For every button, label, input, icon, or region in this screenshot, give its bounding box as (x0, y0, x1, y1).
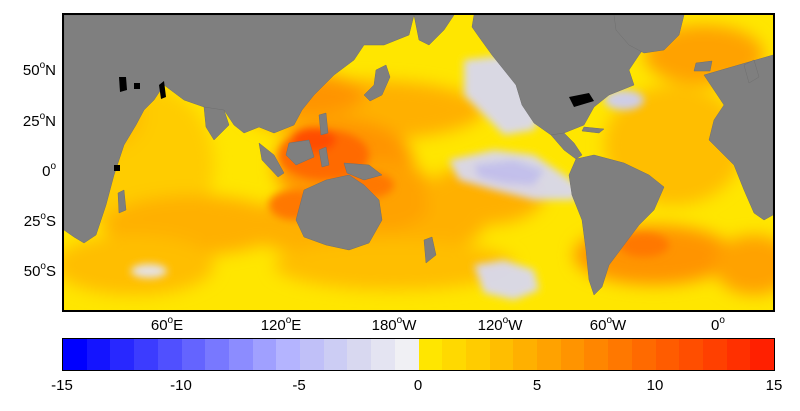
colorbar-cell (465, 339, 490, 370)
colorbar-cell (442, 339, 466, 370)
land-ne-asia (413, 15, 455, 46)
lon-label-0: 0o (711, 315, 725, 334)
lake-caspian (119, 77, 127, 92)
colorbar-tick: 5 (532, 377, 542, 394)
colorbar-cell (726, 339, 751, 370)
colorbar-tick: -10 (170, 377, 192, 394)
lake-baikal (159, 81, 166, 99)
lon-label-deg: 180 (371, 317, 397, 334)
land-iceland (693, 60, 713, 72)
colorbar-cell (418, 339, 443, 370)
lake-great-lakes (569, 93, 594, 107)
lon-label-deg: 60 (150, 317, 168, 334)
land-india (203, 106, 230, 141)
lon-label-deg: 120 (260, 317, 286, 334)
lakes (114, 77, 594, 171)
colorbar-cell (347, 339, 372, 370)
lake-victoria (114, 165, 120, 171)
colorbar-tick: 15 (765, 377, 783, 394)
land-cuba (581, 126, 605, 134)
colorbar-cell (181, 339, 206, 370)
lat-label-deg: 0 (42, 163, 51, 180)
colorbar-cell (323, 339, 348, 370)
lon-label-hem: E (173, 317, 184, 334)
colorbar-cell (300, 339, 324, 370)
lon-label-deg: 120 (477, 317, 503, 334)
land-sulawesi (318, 146, 330, 168)
land-japan (363, 64, 391, 102)
lon-label-120w: 120oW (477, 315, 523, 334)
colorbar-cell (134, 339, 158, 370)
colorbar-cell (228, 339, 253, 370)
lon-label-hem: W (402, 317, 417, 334)
lat-label-50n: 50oN (22, 60, 56, 79)
lon-label-hem: W (508, 317, 523, 334)
lon-label-hem: W (612, 317, 627, 334)
lat-label-25n: 25oN (22, 111, 56, 130)
land-borneo (285, 139, 315, 166)
land-new-guinea (343, 162, 383, 181)
land-madagascar (117, 189, 127, 214)
lat-label-hem: N (45, 113, 56, 130)
colorbar-cell (489, 339, 514, 370)
land-uk (743, 59, 760, 84)
lon-label-180w: 180oW (371, 315, 417, 334)
lon-label-deg: 60 (589, 317, 607, 334)
lake-aral (134, 83, 140, 89)
colorbar-tick: 10 (646, 377, 664, 394)
colorbar-cell (252, 339, 277, 370)
sst-anomaly-map (62, 13, 775, 312)
colorbar-cell (63, 339, 87, 370)
colorbar-cell (394, 339, 419, 370)
colorbar-cell (513, 339, 538, 370)
lon-label-60w: 60oW (589, 315, 627, 334)
lon-label-60e: 60oE (150, 315, 184, 334)
colorbar-tick: 0 (413, 377, 423, 394)
colorbar-tick: -5 (292, 377, 306, 394)
colorbar-cell (371, 339, 395, 370)
lat-label-deg: 25 (22, 113, 40, 130)
colorbar-cell (560, 339, 585, 370)
colorbar-cell (205, 339, 229, 370)
land-philippines (318, 112, 329, 136)
land-greenland (613, 15, 685, 54)
colorbar-cell (679, 339, 703, 370)
colorbar-cell (655, 339, 680, 370)
lat-label-hem: S (45, 213, 56, 230)
land-south-america (568, 154, 665, 296)
colorbar-cell (750, 339, 775, 370)
colorbar-cell (608, 339, 632, 370)
colorbar (62, 338, 775, 371)
colorbar-cell (537, 339, 561, 370)
lon-label-deg: 0 (711, 317, 720, 334)
lat-label-0: 0o (42, 161, 56, 180)
land-europe-africa-east (703, 54, 773, 221)
lat-label-hem: N (45, 62, 56, 79)
colorbar-cell (110, 339, 135, 370)
colorbar-cell (702, 339, 727, 370)
colorbar-cell (157, 339, 182, 370)
colorbar-cell (631, 339, 656, 370)
colorbar-cell (276, 339, 301, 370)
land-new-zealand (423, 236, 437, 264)
land (64, 15, 773, 296)
colorbar-cell (584, 339, 609, 370)
land-central-america (550, 132, 583, 160)
lat-label-50s: 50oS (23, 261, 56, 280)
lon-label-hem: E (291, 317, 302, 334)
colorbar-cell (86, 339, 111, 370)
land-sumatra (258, 142, 285, 178)
land-australia (295, 174, 383, 251)
lat-label-deg: 25 (23, 213, 41, 230)
map-canvas (64, 15, 773, 310)
lat-label-25s: 25oS (23, 211, 56, 230)
lat-label-hem: S (45, 263, 56, 280)
colorbar-tick: -15 (51, 377, 73, 394)
lat-label-deg: 50 (23, 263, 41, 280)
lat-label-deg: 50 (22, 62, 40, 79)
lon-label-120e: 120oE (260, 315, 302, 334)
